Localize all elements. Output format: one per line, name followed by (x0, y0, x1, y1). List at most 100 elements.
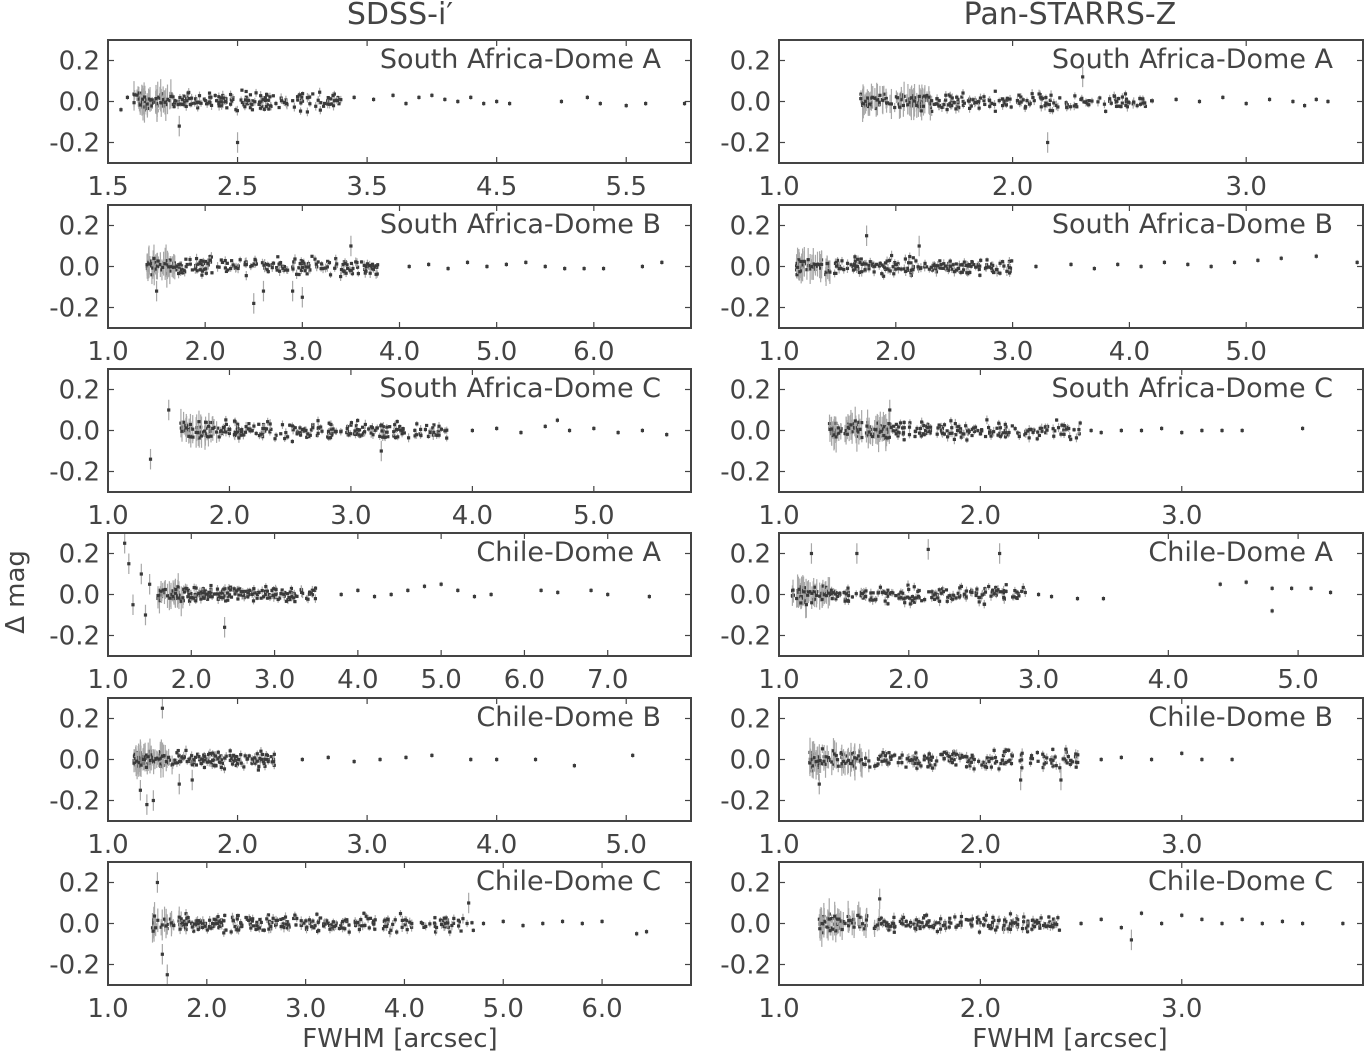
data-point (837, 431, 841, 435)
data-point (238, 258, 242, 262)
data-point (216, 750, 220, 754)
data-point (329, 97, 333, 101)
data-point (195, 593, 199, 597)
data-point (880, 427, 884, 431)
data-point (939, 591, 943, 595)
data-point (902, 420, 906, 425)
data-point (199, 258, 203, 263)
data-point (299, 268, 303, 272)
data-point (970, 260, 974, 264)
data-point (884, 96, 888, 101)
data-point (172, 594, 176, 599)
data-point (296, 98, 300, 102)
data-point (370, 262, 375, 266)
y-tick-label: -0.2 (49, 458, 100, 488)
data-point (204, 271, 208, 275)
data-point (916, 594, 921, 598)
data-point (330, 433, 334, 437)
data-point (817, 263, 822, 267)
data-point (849, 263, 853, 267)
data-point (243, 430, 248, 434)
data-point (254, 91, 258, 95)
data-point (150, 273, 154, 277)
data-point (913, 434, 917, 439)
data-point (265, 262, 270, 267)
data-point-sparse (439, 582, 443, 586)
data-point (213, 93, 217, 98)
data-point-sparse (1314, 97, 1318, 102)
data-point (917, 431, 922, 435)
data-point-sparse (598, 101, 602, 106)
data-point (419, 433, 423, 438)
data-point (266, 759, 270, 764)
data-point (909, 268, 913, 272)
data-point (1041, 765, 1045, 770)
data-point (142, 755, 146, 759)
data-point (813, 585, 817, 589)
data-point (200, 273, 204, 277)
data-point (849, 423, 853, 427)
data-point (159, 101, 163, 105)
data-point-sparse (1036, 592, 1041, 597)
data-point-sparse (427, 262, 431, 267)
data-point (901, 426, 905, 430)
data-point (1001, 97, 1005, 101)
data-point (894, 432, 898, 436)
data-point (298, 261, 302, 266)
data-point (923, 598, 927, 602)
data-point (1044, 95, 1048, 100)
data-point (272, 760, 276, 764)
data-point (902, 597, 906, 601)
data-point (310, 588, 314, 592)
data-point (191, 427, 195, 431)
data-point (798, 594, 802, 599)
data-point (164, 259, 168, 263)
data-point (255, 752, 259, 756)
data-point (937, 98, 941, 103)
data-point (369, 425, 373, 429)
data-point (200, 263, 204, 267)
data-point (948, 594, 952, 598)
data-point (961, 91, 965, 95)
data-point (198, 268, 202, 272)
data-point (272, 595, 276, 599)
data-point (161, 588, 165, 592)
data-point (240, 88, 244, 92)
data-point (1138, 96, 1142, 101)
data-point-sparse (1291, 99, 1295, 104)
data-point (322, 101, 327, 106)
data-point (1052, 101, 1056, 105)
data-point (219, 429, 224, 433)
data-point (158, 593, 163, 597)
data-point (316, 419, 320, 423)
data-point (145, 263, 149, 267)
data-point (863, 267, 867, 272)
data-point-sparse (601, 266, 606, 271)
data-point (946, 595, 950, 599)
data-point-sparse (1267, 97, 1272, 102)
data-point (812, 589, 816, 594)
data-point (1017, 434, 1021, 439)
data-point (271, 593, 275, 597)
data-point (371, 267, 375, 271)
data-point (811, 262, 815, 266)
data-point (351, 266, 355, 271)
x-tick-label: 5.0 (476, 337, 517, 367)
data-point-sparse (1034, 264, 1038, 269)
data-point (229, 585, 233, 589)
y-tick-label: -0.2 (720, 129, 771, 159)
data-point (364, 264, 368, 269)
data-point (907, 261, 911, 265)
data-point (228, 427, 232, 432)
data-point (243, 98, 248, 102)
data-point (179, 268, 184, 272)
data-point (858, 427, 862, 432)
data-point (223, 756, 227, 760)
x-tick-label: 3.0 (282, 337, 323, 367)
data-point (911, 268, 915, 272)
data-point-sparse (1244, 580, 1248, 584)
data-point (255, 592, 260, 597)
data-point (843, 599, 847, 603)
data-point (149, 753, 153, 757)
